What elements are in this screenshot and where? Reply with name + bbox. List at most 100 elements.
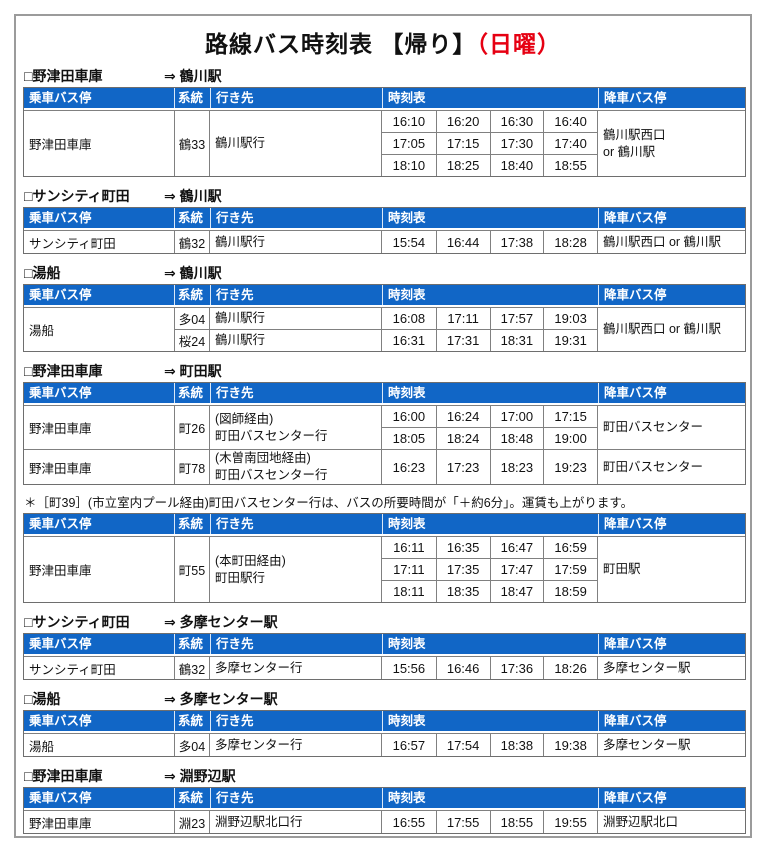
timetable-section: □湯船 ⇒ 鶴川駅 乗車バス停 系統 行き先 時刻表 降車バス停 湯船 多04 鶴川駅行 16:08…	[23, 265, 746, 352]
destination-cell: 鶴川駅行	[210, 330, 382, 351]
time-cell: 18:47	[489, 581, 544, 602]
section-destination-label: ⇒ 鶴川駅	[164, 265, 222, 281]
header-destination: 行き先	[210, 711, 382, 731]
section-origin-label: □サンシティ町田	[24, 188, 130, 204]
board-stop-cell: 湯船	[29, 324, 55, 338]
time-cell: 18:05	[392, 431, 426, 446]
destination-cell: 鶴川駅行	[210, 308, 382, 329]
destination-line: 鶴川駅行	[215, 136, 266, 150]
route-row: 多04 多摩センター行 16:57 17:54 18:38 19:38	[174, 734, 598, 756]
time-cell: 18:40	[489, 155, 544, 176]
board-stop-cell: 野津田車庫	[29, 816, 92, 831]
time-cell: 17:36	[489, 657, 544, 679]
time-cell: 16:46	[435, 657, 490, 679]
destination-cell: (本町田経由) 町田駅行	[210, 537, 382, 602]
header-destination: 行き先	[210, 208, 382, 228]
time-cell: 16:44	[435, 231, 490, 253]
board-stop-cell: 野津田車庫	[29, 461, 92, 476]
time-cell: 17:35	[435, 559, 490, 580]
route-code-cell: 鶴32	[174, 231, 210, 253]
time-cell: 19:55	[543, 811, 597, 833]
time-grid: 16:55 17:55 18:55 19:55	[382, 811, 598, 833]
board-stop-cell: 野津田車庫	[29, 422, 92, 436]
route-code-cell: 多04	[174, 308, 210, 329]
route-row: 町26 (図師経由) 町田バスセンター行 16:00 16:24 17:00 17:15 18…	[174, 406, 598, 449]
table-header-row: 乗車バス停 系統 行き先 時刻表 降車バス停	[24, 788, 745, 810]
section-origin-label: □サンシティ町田	[24, 614, 130, 630]
header-alight-stop: 降車バス停	[598, 514, 745, 534]
route-code-cell: 町78	[174, 450, 210, 484]
destination-line: (本町田経由)	[215, 553, 286, 568]
bus-timetable: 乗車バス停 系統 行き先 時刻表 降車バス停 サンシティ町田 鶴32 鶴川駅行 15:54 16:…	[23, 207, 746, 254]
bus-timetable: 乗車バス停 系統 行き先 時刻表 降車バス停 野津田車庫 淵23 淵野辺駅北口行 16:55 17…	[23, 787, 746, 834]
time-cell: 16:30	[489, 111, 544, 132]
route-code-cell: 鶴32	[174, 657, 210, 679]
destination-line: 淵野辺駅北口行	[215, 814, 303, 829]
header-timetable: 時刻表	[382, 788, 598, 808]
header-alight-stop: 降車バス停	[598, 285, 745, 305]
destination-line: 町田駅行	[215, 570, 266, 585]
time-cell: 17:05	[392, 136, 426, 151]
time-cell: 16:08	[392, 311, 426, 326]
time-grid: 16:10 16:20 16:30 16:40 17:05 17:15 17:30 17:40…	[382, 111, 598, 176]
section-destination-label: ⇒ 多摩センター駅	[164, 614, 278, 630]
alight-stop-cell: 多摩センター駅	[598, 734, 745, 756]
section-header: □サンシティ町田 ⇒ 鶴川駅	[24, 188, 743, 204]
header-board-stop: 乗車バス停	[29, 386, 92, 400]
timetable-section: □野津田車庫 ⇒ 淵野辺駅 乗車バス停 系統 行き先 時刻表 降車バス停 野津田車庫 淵23 淵野…	[23, 768, 746, 834]
alight-stop-line: 鶴川駅西口 or 鶴川駅	[603, 234, 722, 249]
section-header: □野津田車庫 ⇒ 鶴川駅	[24, 68, 743, 84]
header-destination: 行き先	[210, 285, 382, 305]
timetable-sections: □野津田車庫 ⇒ 鶴川駅 乗車バス停 系統 行き先 時刻表 降車バス停 野津田車庫 鶴33 鶴川駅…	[23, 68, 746, 836]
time-row: 18:05 18:24 18:48 19:00	[382, 427, 597, 449]
route-rows: 多04 鶴川駅行 16:08 17:11 17:57 19:03 桜24 鶴川駅行 16:31 1…	[174, 308, 598, 351]
route-rows: 淵23 淵野辺駅北口行 16:55 17:55 18:55 19:55	[174, 811, 598, 833]
timetable-section: □サンシティ町田 ⇒ 鶴川駅 乗車バス停 系統 行き先 時刻表 降車バス停 サンシティ町田 鶴3…	[23, 188, 746, 254]
timetable-section: □サンシティ町田 ⇒ 多摩センター駅 乗車バス停 系統 行き先 時刻表 降車バス停 サンシティ…	[23, 614, 746, 680]
time-cell: 17:00	[489, 406, 544, 427]
time-grid: 16:11 16:35 16:47 16:59 17:11 17:35 17:47 17:59…	[382, 537, 598, 602]
board-stop-cell: 湯船	[29, 739, 55, 754]
destination-cell: (木曽南団地経由) 町田バスセンター行	[210, 450, 382, 484]
alight-stop-line: 多摩センター駅	[603, 660, 691, 675]
table-row-group: サンシティ町田 鶴32 鶴川駅行 15:54 16:44 17:38 18:28 鶴川駅西口 …	[24, 230, 745, 253]
header-route: 系統	[174, 788, 210, 808]
header-route: 系統	[174, 208, 210, 228]
header-board-stop: 乗車バス停	[29, 637, 92, 651]
destination-line: (木曽南団地経由)	[215, 451, 311, 465]
timetable-section: □野津田車庫 ⇒ 鶴川駅乗車バス停 系統 行き先 時刻表 降車バス停野津田車庫 鶴33 鶴川駅…	[23, 68, 746, 177]
time-cell: 16:47	[489, 537, 544, 558]
board-stop-cell: 野津田車庫	[29, 138, 92, 152]
header-alight-stop: 降車バス停	[598, 88, 745, 108]
header-timetable: 時刻表	[382, 285, 598, 305]
table-row-group: 野津田車庫 淵23 淵野辺駅北口行 16:55 17:55 18:55 19:55 淵野辺駅北…	[24, 810, 745, 833]
table-header-row: 乗車バス停 系統 行き先 時刻表 降車バス停	[24, 88, 745, 110]
header-board-stop: 乗車バス停	[29, 791, 92, 805]
time-cell: 17:11	[435, 308, 490, 329]
table-row-group: 野津田車庫 町26 (図師経由) 町田バスセンター行 16:00 16:24 17:00 17…	[24, 405, 745, 449]
time-grid: 15:54 16:44 17:38 18:28	[382, 231, 598, 253]
route-rows: 町26 (図師経由) 町田バスセンター行 16:00 16:24 17:00 17:15 18…	[174, 406, 598, 449]
time-grid: 16:08 17:11 17:57 19:03	[382, 308, 598, 329]
header-alight-stop: 降車バス停	[598, 208, 745, 228]
time-row: 15:54 16:44 17:38 18:28	[382, 231, 597, 253]
time-row: 18:11 18:35 18:47 18:59	[382, 580, 597, 602]
header-board-stop: 乗車バス停	[29, 211, 92, 225]
time-cell: 15:54	[392, 234, 426, 250]
time-cell: 16:00	[392, 409, 426, 424]
page-title-main: 路線バス時刻表 【帰り】	[205, 31, 477, 57]
bus-timetable: 乗車バス停 系統 行き先 時刻表 降車バス停 野津田車庫 町26 (図師経由) 町田バスセンター…	[23, 382, 746, 485]
board-stop-cell: 野津田車庫	[29, 564, 92, 578]
destination-line: 多摩センター行	[215, 660, 303, 675]
destination-line: 鶴川駅行	[215, 234, 266, 249]
table-row-group: 野津田車庫 町55 (本町田経由) 町田駅行 16:11 16:35 16:47 16:59 1…	[24, 536, 745, 602]
header-destination: 行き先	[210, 514, 382, 534]
route-rows: 町55 (本町田経由) 町田駅行 16:11 16:35 16:47 16:59 17:11 1…	[174, 537, 598, 602]
time-cell: 17:30	[489, 133, 544, 154]
route-rows: 鶴33 鶴川駅行 16:10 16:20 16:30 16:40 17:05 17:15 17:…	[174, 111, 598, 176]
time-row: 18:10 18:25 18:40 18:55	[382, 154, 597, 176]
route-row: 淵23 淵野辺駅北口行 16:55 17:55 18:55 19:55	[174, 811, 598, 833]
destination-cell: (図師経由) 町田バスセンター行	[210, 406, 382, 449]
time-cell: 16:57	[392, 737, 426, 753]
time-row: 17:11 17:35 17:47 17:59	[382, 558, 597, 580]
